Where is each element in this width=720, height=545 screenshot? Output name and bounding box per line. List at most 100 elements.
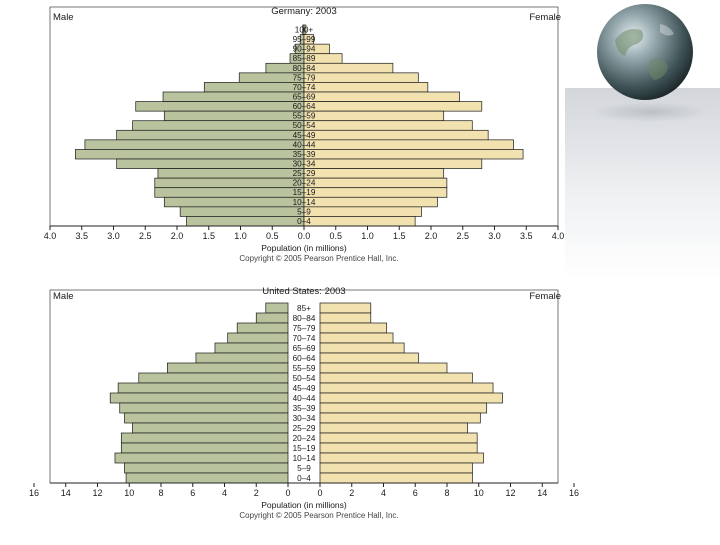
- us-age-label: 65–69: [293, 344, 316, 353]
- us-male-bar: [167, 362, 289, 374]
- germany-age-label: 75–79: [293, 73, 316, 82]
- germany-x-tick-label: 1.0: [234, 231, 247, 241]
- us-male-bar: [236, 322, 289, 334]
- germany-x-tick-label: 4.0: [552, 231, 565, 241]
- germany-age-label: 10–14: [293, 198, 316, 207]
- us-female-bar: [319, 322, 388, 334]
- us-x-tick-label: 10: [124, 488, 134, 498]
- germany-female-label: Female: [529, 12, 561, 23]
- us-male-bar: [125, 472, 289, 484]
- us-x-axis-title: Population (in millions): [261, 500, 347, 510]
- us-age-label: 70–74: [293, 334, 316, 343]
- germany-age-label: 25–29: [293, 169, 316, 178]
- us-male-bar: [114, 452, 289, 464]
- germany-x-tick-label: 2.5: [139, 231, 152, 241]
- us-male-bar: [124, 412, 289, 424]
- us-x-tick-label: 8: [444, 488, 449, 498]
- germany-age-label: 100+: [295, 25, 314, 34]
- us-age-label: 55–59: [293, 364, 316, 373]
- us-x-tick-label: 8: [158, 488, 163, 498]
- us-age-label: 75–79: [293, 324, 316, 333]
- us-age-label: 10–14: [293, 454, 316, 463]
- us-age-label: 15–19: [293, 444, 316, 453]
- us-x-tick-label: 2: [349, 488, 354, 498]
- us-x-tick-label: 6: [413, 488, 418, 498]
- us-male-bar: [214, 342, 289, 354]
- us-x-tick-label: 16: [569, 488, 579, 498]
- germany-x-tick-label: 1.5: [202, 231, 215, 241]
- us-age-label: 20–24: [293, 434, 316, 443]
- us-age-label: 0–4: [297, 474, 311, 483]
- us-female-bar: [319, 442, 478, 454]
- us-female-bar: [319, 362, 448, 374]
- us-x-tick-label: 2: [254, 488, 259, 498]
- germany-x-tick-label: 1.0: [361, 231, 374, 241]
- germany-age-label: 95–99: [293, 35, 316, 44]
- us-x-tick-label: 6: [190, 488, 195, 498]
- us-male-bar: [117, 382, 289, 394]
- germany-x-tick-label: 3.0: [488, 231, 501, 241]
- germany-age-label: 55–59: [293, 112, 316, 121]
- us-female-bar: [319, 352, 419, 364]
- us-female-bar: [319, 432, 478, 444]
- germany-age-label: 65–69: [293, 92, 316, 101]
- us-age-label: 30–34: [293, 414, 316, 423]
- us-male-bar: [138, 372, 289, 384]
- germany-age-label: 5–9: [297, 207, 311, 216]
- us-age-label: 50–54: [293, 374, 316, 383]
- germany-x-tick-label: 4.0: [44, 231, 57, 241]
- germany-age-label: 85–89: [293, 54, 316, 63]
- us-male-bar: [109, 392, 289, 404]
- germany-age-label: 50–54: [293, 121, 316, 130]
- us-x-tick-label: 4: [222, 488, 227, 498]
- us-male-bar: [120, 432, 289, 444]
- us-male-bar: [132, 422, 289, 434]
- us-x-tick-label: 12: [505, 488, 515, 498]
- us-female-bar: [319, 332, 394, 344]
- us-female-bar: [319, 392, 503, 404]
- germany-age-label: 35–39: [293, 150, 316, 159]
- germany-x-tick-label: 3.5: [520, 231, 533, 241]
- us-x-tick-label: 14: [537, 488, 547, 498]
- us-x-tick-label: 12: [92, 488, 102, 498]
- us-x-tick-label: 0: [317, 488, 322, 498]
- us-female-label: Female: [529, 291, 561, 302]
- us-age-label: 5–9: [297, 464, 311, 473]
- germany-x-tick-label: 2.0: [425, 231, 438, 241]
- us-male-bar: [227, 332, 289, 344]
- us-female-bar: [319, 312, 372, 324]
- germany-age-label: 15–19: [293, 188, 316, 197]
- us-age-label: 45–49: [293, 384, 316, 393]
- us-chart-title: United States: 2003: [262, 286, 345, 297]
- germany-x-tick-label: 3.0: [107, 231, 120, 241]
- us-x-tick-label: 14: [61, 488, 71, 498]
- germany-age-label: 40–44: [293, 140, 316, 149]
- germany-age-label: 20–24: [293, 179, 316, 188]
- germany-age-label: 0–4: [297, 217, 311, 226]
- us-female-bar: [319, 422, 468, 434]
- us-female-bar: [319, 462, 473, 474]
- us-male-bar: [195, 352, 289, 364]
- us-male-bar: [265, 302, 289, 314]
- us-male-bar: [120, 442, 289, 454]
- us-female-bar: [319, 372, 473, 384]
- us-male-bar: [119, 402, 289, 414]
- us-male-bar: [255, 312, 289, 324]
- us-x-tick-label: 16: [29, 488, 39, 498]
- germany-x-tick-label: 1.5: [393, 231, 406, 241]
- us-female-bar: [319, 302, 372, 314]
- us-x-tick-label: 4: [381, 488, 386, 498]
- us-female-bar: [319, 382, 494, 394]
- germany-x-axis-title: Population (in millions): [261, 243, 347, 253]
- germany-age-label: 70–74: [293, 83, 316, 92]
- us-female-bar: [319, 452, 484, 464]
- us-age-label: 35–39: [293, 404, 316, 413]
- germany-x-tick-label: 0.0: [298, 231, 311, 241]
- germany-x-tick-label: 2.0: [171, 231, 184, 241]
- germany-age-label: 45–49: [293, 131, 316, 140]
- us-copyright: Copyright © 2005 Pearson Prentice Hall, …: [239, 511, 398, 520]
- germany-age-label: 90–94: [293, 45, 316, 54]
- germany-chart-title: Germany: 2003: [271, 6, 336, 17]
